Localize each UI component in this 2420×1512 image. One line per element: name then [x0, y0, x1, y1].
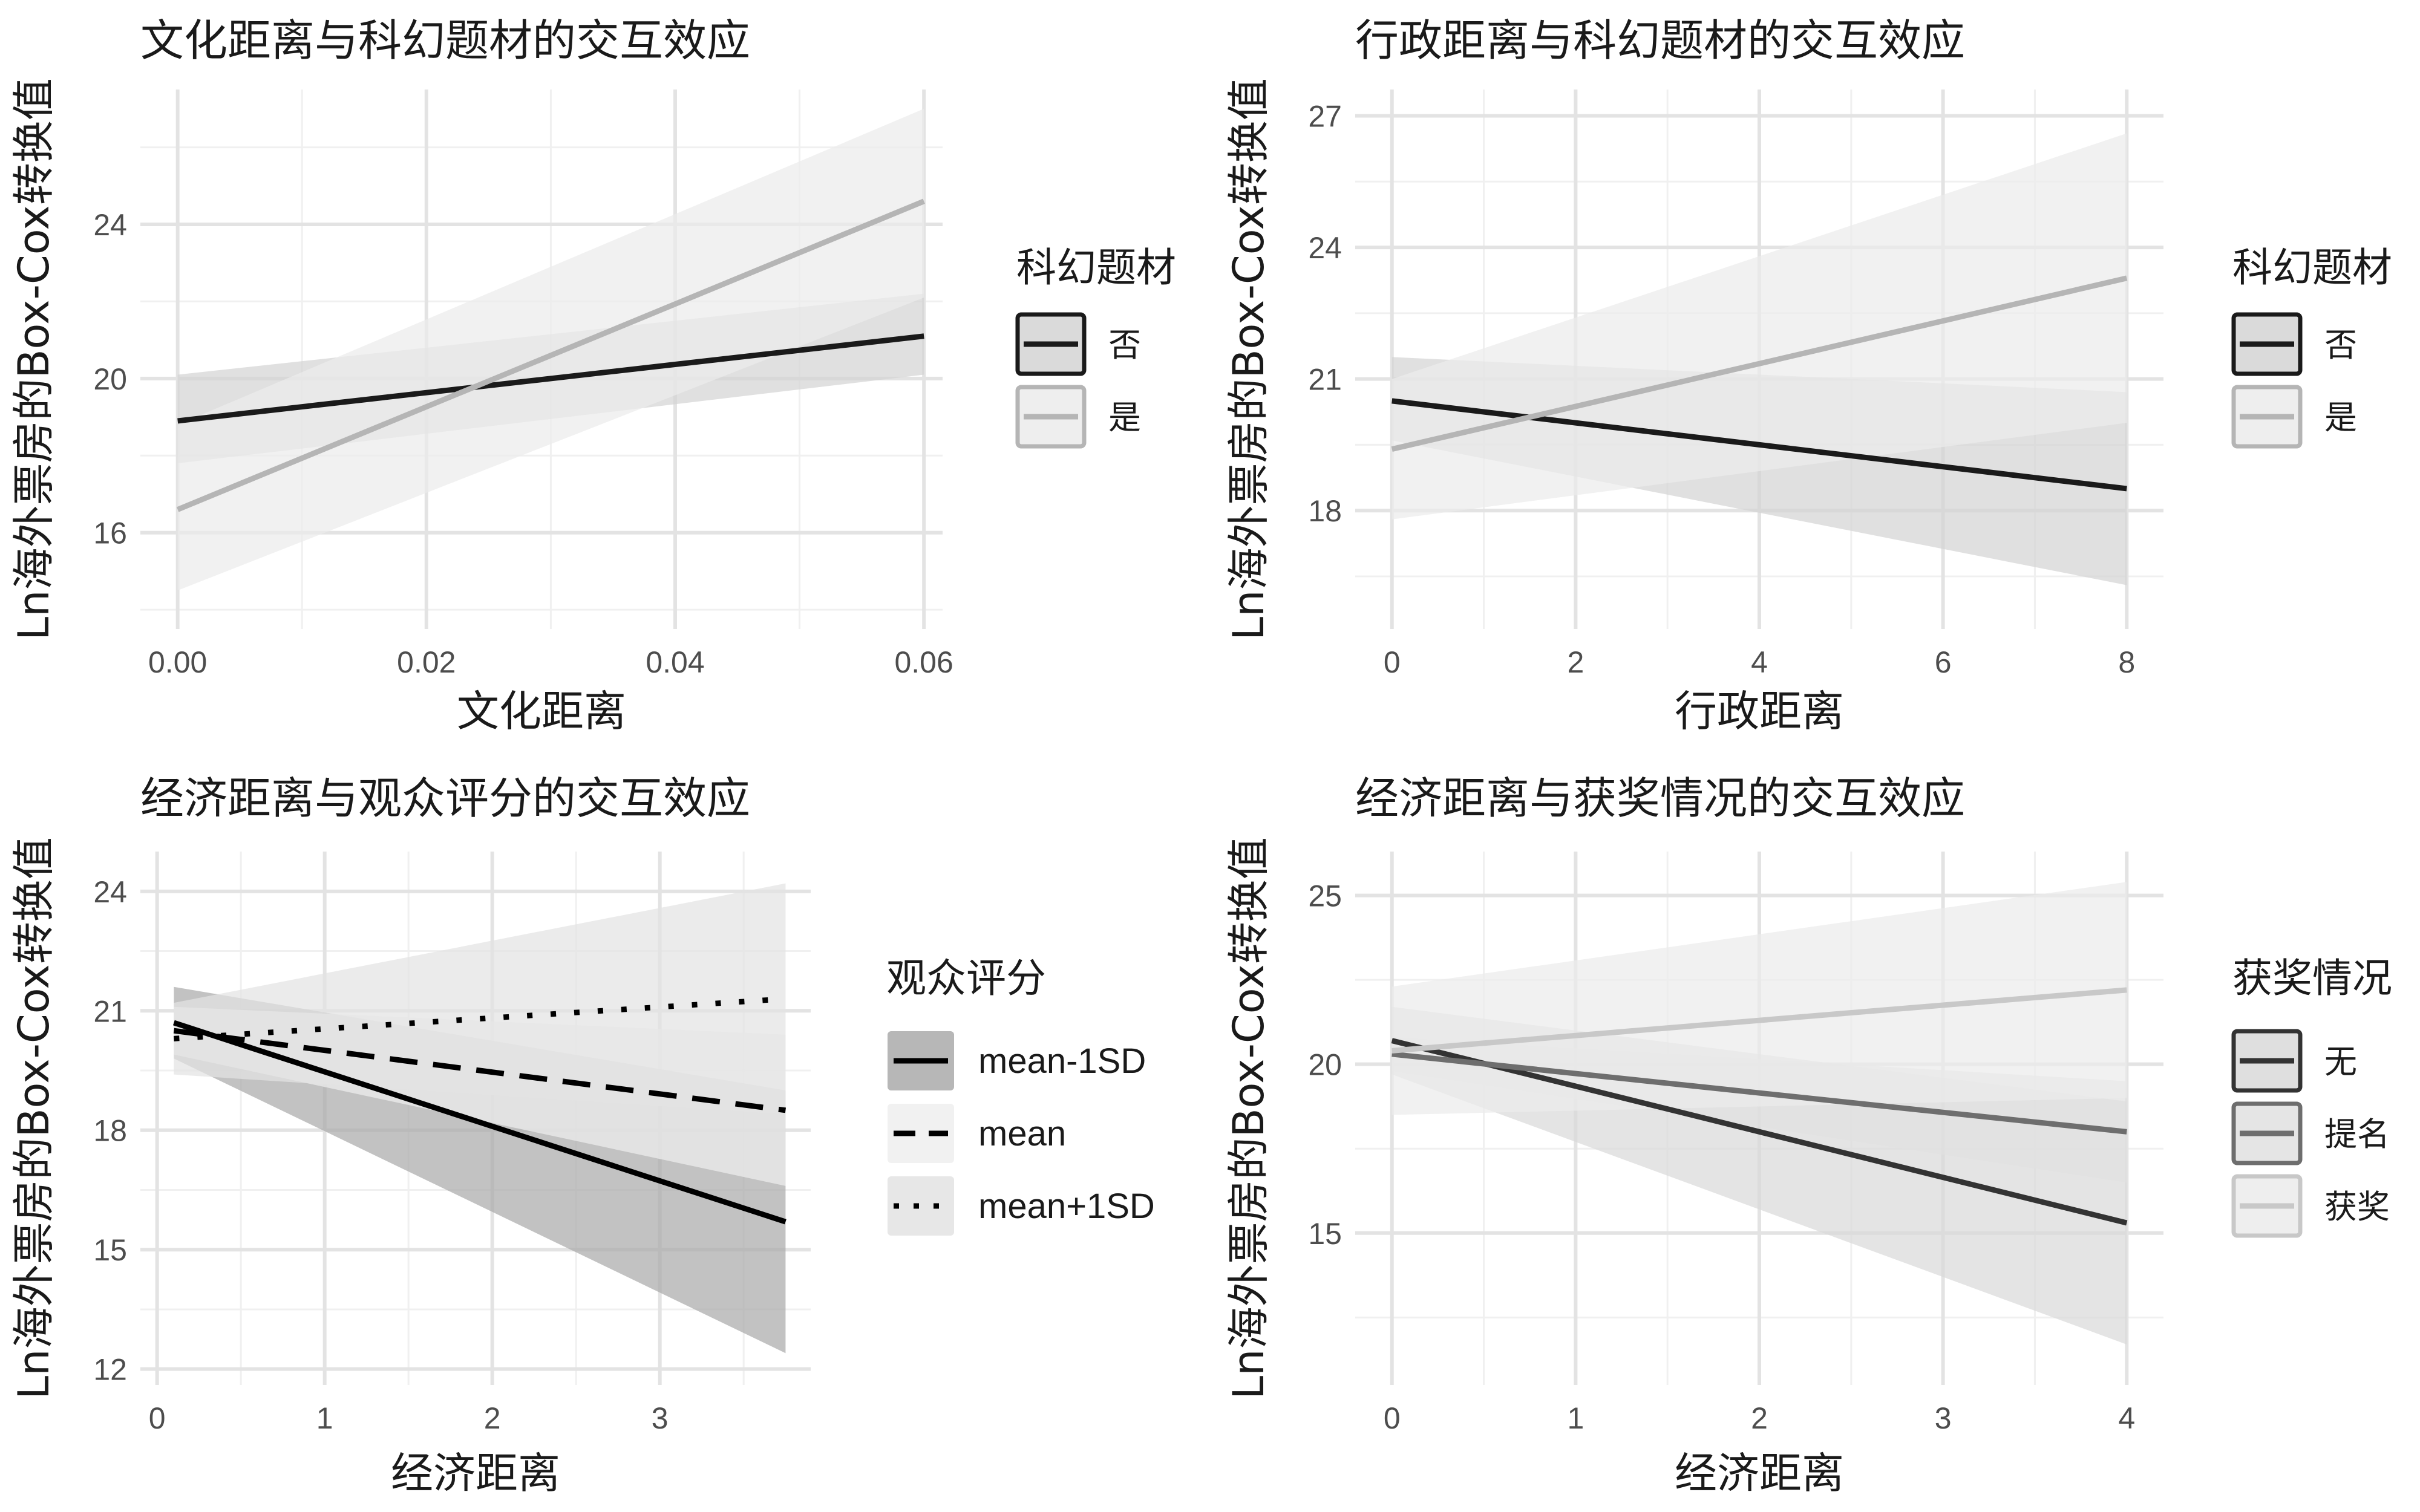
y-tick-label: 20	[1308, 1048, 1342, 1082]
x-tick-label: 0.02	[397, 645, 456, 679]
panel-3: 0 1 2 31215182124经济距离与观众评分的交互效应经济距离Ln海外票房的B…	[9, 773, 1155, 1498]
y-tick-label: 25	[1308, 879, 1342, 913]
legend-label: mean+1SD	[978, 1187, 1155, 1226]
y-tick-label: 21	[93, 994, 127, 1028]
x-tick-label: 4	[2118, 1401, 2135, 1435]
y-tick-label: 15	[93, 1233, 127, 1267]
panel-2: 0 2 4 6 818212427行政距离与科幻题材的交互效应行政距离Ln海外票房的Bo…	[1224, 15, 2392, 736]
x-tick-label: 6	[1935, 645, 1952, 679]
series-line-3-1	[173, 1020, 786, 1225]
x-tick-label: 0	[149, 1401, 166, 1435]
series-line-1-2	[176, 198, 925, 512]
y-tick-label: 24	[93, 208, 127, 242]
y-axis-title: Ln海外票房的Box-Cox转换值	[9, 837, 59, 1400]
legend-label: 否	[1108, 326, 1141, 364]
legend-label: 否	[2324, 326, 2357, 364]
legend-label: 是	[1108, 399, 1141, 437]
y-tick-label: 20	[93, 362, 127, 396]
legend-title: 科幻题材	[2232, 244, 2392, 291]
ci-band-1-2	[177, 108, 924, 591]
y-axis-title: Ln海外票房的Box-Cox转换值	[1224, 837, 1274, 1400]
y-tick-label: 21	[1308, 363, 1342, 397]
legend-key-3-3	[888, 1176, 954, 1236]
legend-title: 获奖情况	[2232, 955, 2392, 1002]
x-tick-label: 2	[1567, 645, 1584, 679]
ci-band-3-3	[174, 883, 786, 1115]
x-tick-label: 1	[1567, 1401, 1584, 1435]
legend-label: 是	[2324, 399, 2357, 437]
y-tick-label: 16	[93, 516, 127, 550]
x-tick-label: 0.04	[646, 645, 704, 679]
y-tick-label: 15	[1308, 1217, 1342, 1251]
legend-label: mean-1SD	[978, 1041, 1146, 1081]
legend-label: 获奖	[2324, 1188, 2390, 1226]
legend-title: 观众评分	[886, 955, 1046, 1002]
series-line-4-3	[1392, 987, 2127, 1054]
y-axis-title: Ln海外票房的Box-Cox转换值	[9, 78, 59, 640]
x-tick-label: 8	[2118, 645, 2135, 679]
series-line-4-1	[1391, 1038, 2128, 1226]
x-tick-label: 0	[1384, 645, 1401, 679]
legend-label: mean	[978, 1114, 1066, 1153]
series-line-3-2	[173, 1028, 786, 1113]
panel-title: 行政距离与科幻题材的交互效应	[1355, 15, 1965, 66]
x-tick-label: 0.06	[894, 645, 953, 679]
series-line-2-1	[1392, 398, 2127, 492]
x-tick-label: 0.00	[148, 645, 207, 679]
x-tick-label: 2	[484, 1401, 501, 1435]
panel-title: 文化距离与科幻题材的交互效应	[140, 15, 750, 66]
x-tick-label: 4	[1751, 645, 1768, 679]
x-axis-title: 文化距离	[457, 686, 626, 736]
legend-key-3-2	[888, 1104, 954, 1163]
x-tick-label: 3	[652, 1401, 669, 1435]
x-tick-label: 0	[1384, 1401, 1401, 1435]
x-tick-label: 3	[1935, 1401, 1952, 1435]
y-axis-title: Ln海外票房的Box-Cox转换值	[1224, 78, 1274, 640]
y-tick-label: 27	[1308, 100, 1342, 134]
legend-label: 提名	[2324, 1115, 2390, 1153]
y-tick-label: 18	[1308, 494, 1342, 528]
series-line-1-1	[177, 333, 924, 424]
y-tick-label: 12	[93, 1353, 127, 1387]
x-axis-title: 经济距离	[1675, 1448, 1844, 1498]
legend-label: 无	[2324, 1043, 2357, 1081]
ci-band-4-3	[1392, 882, 2127, 1115]
panel-1: 0.00 0.02 0.04 0.06 16 20 24 文化距离与科幻题材的交互效应文化距离…	[9, 15, 1176, 736]
y-tick-label: 24	[1308, 231, 1342, 265]
series-line-2-2	[1391, 275, 2128, 452]
x-tick-label: 2	[1751, 1401, 1768, 1435]
x-axis-title: 行政距离	[1675, 686, 1844, 736]
x-axis-title: 经济距离	[391, 1448, 560, 1498]
panel-title: 经济距离与观众评分的交互效应	[140, 773, 750, 824]
y-tick-label: 24	[93, 875, 127, 909]
panel-title: 经济距离与获奖情况的交互效应	[1355, 773, 1965, 824]
y-tick-label: 18	[93, 1114, 127, 1148]
series-line-4-2	[1392, 1051, 2127, 1135]
x-tick-label: 1	[316, 1401, 333, 1435]
legend-title: 科幻题材	[1016, 244, 1176, 291]
